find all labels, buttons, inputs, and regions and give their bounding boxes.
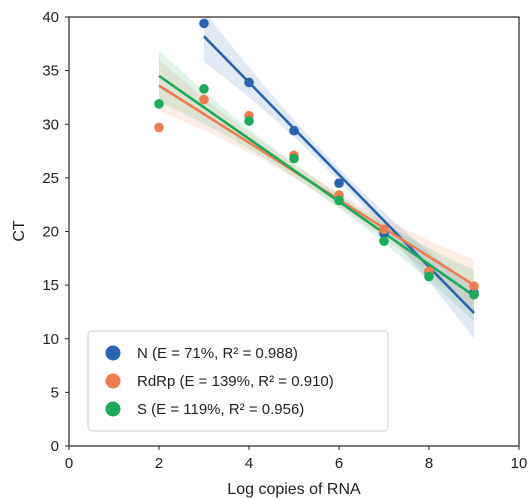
legend: N (E = 71%, R² = 0.988) RdRp (E = 139%, R… [87,330,389,432]
data-point-rdrp [199,94,209,105]
x-tick-label: 8 [425,455,433,472]
x-tick-label: 6 [335,455,343,472]
y-axis-label: CT [11,220,28,242]
legend-box [87,330,389,432]
y-axis-ticks: 0 5 10 15 20 25 30 35 40 [42,9,69,455]
x-tick-label: 2 [155,455,163,472]
confidence-band-n [204,17,474,339]
confidence-bands [159,17,474,339]
data-point-s [244,116,254,126]
data-point-s [199,84,209,94]
y-tick-label: 25 [42,170,59,187]
data-point-n [244,77,254,88]
data-point-rdrp [154,122,164,133]
legend-marker-s [105,401,121,417]
y-tick-label: 5 [51,384,59,401]
legend-label-n: N (E = 71%, R² = 0.988) [137,345,298,362]
y-tick-label: 0 [51,438,59,455]
x-tick-label: 0 [65,455,73,472]
x-tick-label: 4 [245,455,253,472]
x-tick-label: 10 [511,455,528,472]
data-point-n [289,125,299,136]
y-tick-label: 35 [42,63,59,80]
data-point-s [334,195,344,206]
y-tick-label: 10 [42,331,59,348]
legend-marker-rdrp [105,373,121,389]
fit-line-s [158,74,475,297]
data-point-rdrp [469,281,479,291]
data-point-n [334,178,344,189]
legend-label-rdrp: RdRp (E = 139%, R² = 0.910) [137,373,334,390]
data-point-rdrp [379,224,389,235]
data-point-s [154,99,164,109]
y-tick-label: 20 [42,224,59,241]
data-point-s [469,289,479,300]
data-points [154,18,479,300]
data-point-n [199,18,209,29]
x-axis-ticks: 0 2 4 6 8 10 [65,446,528,472]
y-tick-label: 40 [42,9,59,26]
y-tick-label: 30 [42,116,59,133]
legend-label-s: S (E = 119%, R² = 0.956) [137,401,304,418]
x-axis-label: Log copies of RNA [227,481,361,498]
y-tick-label: 15 [42,277,59,294]
data-point-s [289,153,299,164]
data-point-s [379,236,389,246]
data-point-s [424,271,434,282]
legend-marker-n [105,345,121,361]
